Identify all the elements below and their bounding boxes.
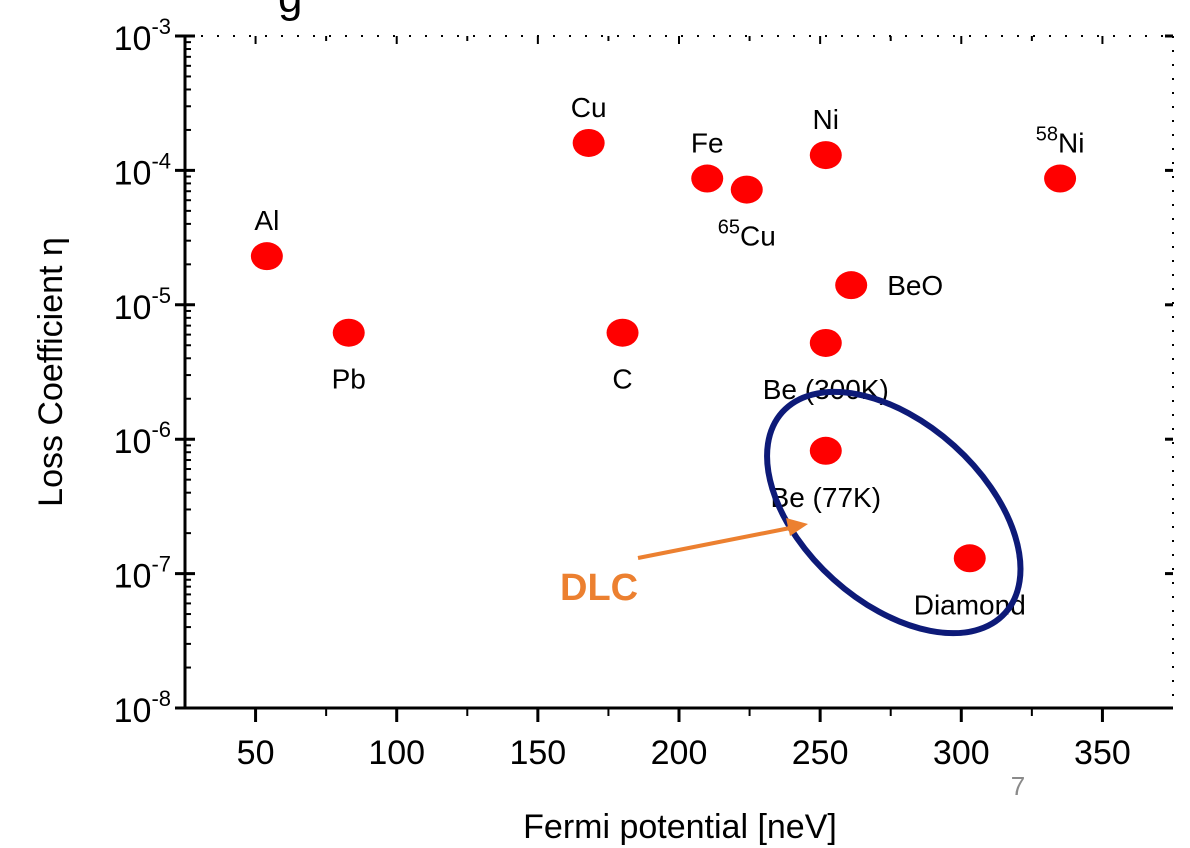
data-point: [1044, 164, 1077, 193]
y-tick-label: 10-7: [114, 552, 171, 596]
callout-dlc-label: DLC: [560, 567, 638, 609]
point-label: BeO: [887, 270, 943, 301]
y-tick-label: 10-3: [114, 14, 171, 58]
y-tick-label: 10-8: [114, 686, 171, 730]
x-axis-title: Fermi potential [neV]: [523, 808, 837, 846]
data-point: [730, 175, 763, 204]
data-point: [250, 242, 283, 271]
point-label: Ni: [813, 104, 839, 135]
point-label: Cu: [571, 92, 607, 123]
data-point: [606, 318, 639, 347]
data-points: [250, 128, 1077, 573]
axes: [175, 34, 1174, 722]
point-label: Fe: [691, 128, 724, 159]
point-label: 58Ni: [1036, 124, 1085, 159]
y-axis-title: Loss Coefficient η: [32, 237, 70, 507]
data-point: [809, 328, 842, 357]
data-point: [332, 318, 365, 347]
point-label: Pb: [332, 364, 366, 395]
x-tick-label: 350: [1074, 734, 1131, 772]
x-tick-label: 100: [368, 734, 425, 772]
data-point: [809, 141, 842, 170]
title-fragment: g: [278, 0, 302, 22]
callout-arrow-head: [786, 518, 808, 536]
x-tick-labels: 50 100 150 200 250 300 350: [237, 734, 1131, 772]
data-point: [953, 544, 986, 573]
y-tick-labels: 10-8 10-7 10-6 10-5 10-4 10-3: [114, 14, 171, 730]
point-label: 65Cu: [718, 217, 776, 252]
y-tick-label: 10-5: [114, 283, 171, 327]
callout-arrow-line: [637, 526, 791, 560]
data-point: [691, 164, 724, 193]
y-tick-label: 10-6: [114, 417, 171, 461]
x-tick-label: 50: [237, 734, 275, 772]
x-tick-label: 250: [792, 734, 849, 772]
data-point: [572, 128, 605, 157]
data-point: [809, 436, 842, 465]
point-label: C: [612, 364, 632, 395]
slide-number: 7: [1011, 771, 1025, 801]
x-tick-label: 200: [651, 734, 708, 772]
point-label: Be (77K): [771, 482, 882, 513]
data-point: [835, 271, 868, 300]
x-tick-label: 150: [509, 734, 566, 772]
y-tick-label: 10-4: [114, 148, 171, 192]
x-tick-label: 300: [933, 734, 990, 772]
point-label: Al: [254, 205, 279, 236]
highlight-ellipse: [764, 388, 1024, 637]
